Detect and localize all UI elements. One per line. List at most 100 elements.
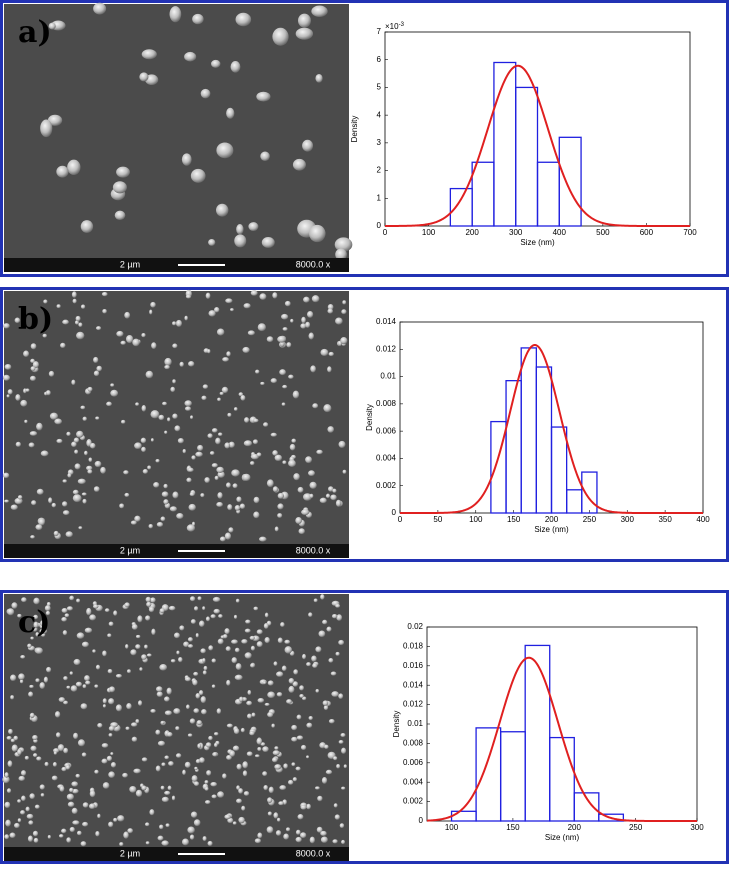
magnification: 8000.0 x	[296, 259, 331, 269]
particle	[74, 320, 79, 325]
particle	[101, 292, 108, 297]
particle	[213, 732, 219, 736]
x-tick-label: 300	[621, 515, 635, 524]
particle	[87, 469, 93, 474]
particle	[282, 327, 288, 331]
particle	[207, 349, 211, 354]
particle	[207, 840, 213, 846]
particle	[164, 357, 172, 366]
particle	[320, 594, 325, 600]
particle	[247, 713, 252, 719]
particle	[66, 431, 71, 437]
x-tick-label: 300	[509, 228, 523, 237]
x-axis-label: Size (nm)	[545, 833, 580, 842]
particle	[141, 332, 146, 338]
x-tick-label: 0	[383, 228, 388, 237]
particle	[306, 310, 314, 318]
particle	[36, 488, 44, 495]
particle	[257, 747, 262, 752]
particle	[236, 224, 244, 235]
particle	[263, 422, 269, 427]
particle	[193, 781, 200, 787]
particle	[295, 516, 302, 525]
particle	[272, 292, 278, 299]
particle	[228, 527, 234, 533]
particle	[76, 632, 85, 639]
particle	[250, 663, 255, 668]
particle	[7, 760, 13, 768]
particle	[150, 410, 160, 419]
particle	[17, 613, 22, 618]
particle	[141, 446, 146, 453]
particle	[242, 473, 251, 482]
particle	[202, 384, 209, 389]
particle	[56, 165, 69, 178]
particle	[67, 801, 75, 808]
particle	[186, 524, 196, 532]
particle	[10, 695, 15, 700]
particle	[229, 750, 236, 757]
particle	[35, 678, 40, 683]
particle	[29, 431, 38, 436]
particle	[10, 504, 18, 511]
particle	[238, 816, 245, 824]
particle	[108, 725, 115, 731]
particle	[175, 726, 180, 731]
particle	[316, 449, 323, 455]
particle	[299, 685, 304, 691]
particle	[172, 343, 178, 349]
particle	[2, 472, 10, 479]
particle	[292, 777, 298, 782]
particle	[122, 772, 128, 778]
particle	[126, 334, 134, 344]
particle	[47, 834, 51, 839]
particle	[6, 788, 12, 794]
particle	[341, 786, 346, 790]
particle	[295, 829, 301, 835]
sem-image: 2 µm 8000.0 x c)	[2, 594, 349, 861]
particle	[246, 751, 253, 757]
particle	[251, 712, 256, 717]
particle	[328, 351, 334, 357]
particle	[332, 488, 337, 493]
particle	[89, 614, 97, 621]
particle	[89, 790, 96, 798]
particle	[277, 492, 285, 499]
particle	[216, 466, 224, 473]
particle	[29, 793, 35, 800]
particle	[231, 639, 238, 645]
particle	[288, 374, 294, 379]
particle	[70, 685, 78, 692]
particle	[33, 614, 39, 620]
particle	[32, 315, 36, 320]
particle	[58, 697, 66, 703]
particle	[61, 501, 68, 507]
particle	[165, 823, 170, 828]
particle	[62, 510, 70, 516]
particle	[328, 718, 335, 724]
particle	[303, 493, 312, 501]
particle	[66, 606, 73, 611]
particle	[217, 638, 224, 645]
y-tick-label: 0.002	[376, 481, 397, 490]
particle	[256, 91, 271, 102]
particle	[10, 738, 15, 743]
particle	[31, 500, 37, 506]
particle	[271, 723, 275, 728]
particle	[333, 803, 338, 808]
particle	[226, 351, 231, 357]
particle	[150, 597, 156, 603]
particle	[200, 493, 205, 498]
particle	[321, 777, 328, 784]
particle	[102, 704, 106, 708]
particle	[200, 648, 206, 654]
particle	[195, 693, 201, 699]
particle	[325, 769, 333, 775]
particle	[189, 718, 196, 724]
particle	[6, 394, 10, 398]
particle	[327, 308, 334, 314]
particle	[195, 451, 203, 457]
particle	[306, 803, 311, 810]
particle	[262, 771, 268, 777]
